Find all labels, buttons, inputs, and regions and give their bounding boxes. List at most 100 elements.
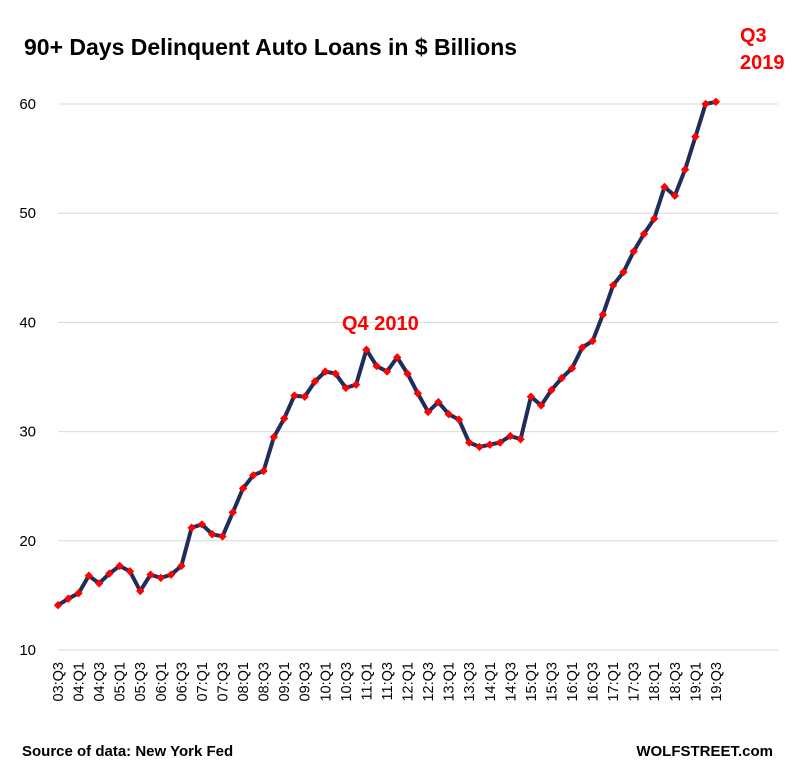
y-tick-label: 40 — [19, 314, 36, 331]
data-point-marker — [711, 97, 721, 107]
data-point-marker — [680, 165, 690, 174]
data-point-marker — [310, 377, 320, 386]
grid — [58, 103, 778, 651]
data-point-marker — [423, 407, 433, 417]
y-tick-label: 60 — [19, 96, 36, 113]
data-point-marker — [382, 367, 392, 376]
chart-title: 90+ Days Delinquent Auto Loans in $ Bill… — [24, 34, 517, 60]
data-point-marker — [279, 414, 289, 423]
data-point-marker — [557, 373, 566, 383]
x-tick-label: 06:Q1 — [154, 662, 170, 702]
x-tick-label: 04:Q1 — [72, 662, 88, 702]
x-tick-label: 06:Q3 — [174, 662, 190, 702]
annotation-q3-label: Q3 — [740, 25, 767, 47]
x-tick-label: 07:Q3 — [215, 662, 231, 702]
x-tick-label: 19:Q3 — [709, 662, 725, 702]
data-point-marker — [218, 532, 227, 541]
data-point-marker — [547, 385, 556, 395]
x-axis-ticks: 03:Q3 04:Q1 04:Q3 05:Q1 05:Q3 06:Q1 06:Q3 07:Q1… — [51, 662, 725, 702]
data-point-marker — [495, 438, 505, 447]
y-tick-label: 50 — [19, 205, 36, 222]
data-point-marker — [393, 353, 402, 362]
x-tick-label: 04:Q3 — [92, 662, 108, 702]
data-point-marker — [629, 247, 638, 256]
data-point-marker — [639, 229, 649, 239]
data-point-marker — [362, 345, 371, 354]
x-tick-label: 07:Q1 — [195, 662, 211, 702]
x-tick-label: 16:Q3 — [586, 662, 602, 702]
x-tick-label: 11:Q3 — [380, 662, 396, 700]
x-tick-label: 15:Q1 — [524, 662, 540, 702]
y-tick-label: 10 — [19, 642, 36, 659]
data-point-marker — [74, 589, 83, 598]
x-tick-label: 19:Q1 — [688, 662, 704, 702]
data-point-marker — [166, 570, 176, 579]
x-tick-label: 12:Q3 — [421, 662, 437, 702]
x-tick-label: 09:Q3 — [298, 662, 314, 702]
annotation-q4-2010: Q4 2010 — [342, 313, 419, 335]
data-point-marker — [465, 438, 474, 447]
data-point-marker — [105, 569, 114, 578]
x-tick-label: 13:Q1 — [442, 662, 458, 702]
data-point-marker — [146, 570, 155, 579]
data-point-marker — [290, 391, 299, 400]
data-point-marker — [701, 99, 710, 109]
data-point-marker — [94, 579, 104, 588]
data-point-marker — [197, 520, 207, 529]
data-point-marker — [125, 567, 135, 576]
x-tick-label: 14:Q1 — [483, 662, 499, 702]
data-point-marker — [351, 380, 361, 389]
data-point-marker — [228, 508, 237, 517]
y-axis-ticks: 10 20 30 40 50 60 — [19, 96, 36, 659]
data-point-marker — [403, 369, 412, 378]
data-point-marker — [536, 401, 546, 410]
data-point-marker — [567, 364, 577, 373]
data-point-marker — [115, 561, 124, 571]
annotation-2019-label: 2019 — [740, 52, 785, 74]
source-note: Source of data: New York Fed — [22, 743, 233, 760]
data-point-marker — [156, 573, 165, 583]
data-point-marker — [300, 392, 309, 401]
data-point-marker — [485, 440, 494, 449]
x-tick-label: 08:Q3 — [257, 662, 273, 702]
data-point-marker — [619, 267, 628, 277]
x-tick-label: 18:Q1 — [647, 662, 663, 702]
data-point-marker — [578, 343, 587, 352]
x-tick-label: 18:Q3 — [668, 662, 684, 702]
x-tick-label: 11:Q1 — [359, 662, 375, 700]
x-tick-label: 10:Q1 — [318, 662, 334, 702]
data-point-marker — [434, 397, 443, 407]
x-tick-label: 12:Q1 — [401, 662, 417, 702]
data-point-marker — [516, 435, 525, 444]
y-tick-label: 20 — [19, 533, 36, 550]
data-point-marker — [670, 191, 679, 200]
series-line — [56, 99, 718, 608]
brand-label: WOLFSTREET.com — [636, 743, 773, 760]
data-point-marker — [84, 571, 94, 580]
x-tick-label: 13:Q3 — [462, 662, 478, 702]
data-point-marker — [454, 415, 464, 424]
data-point-marker — [321, 367, 330, 376]
data-point-marker — [341, 383, 351, 393]
data-point-marker — [259, 466, 268, 476]
data-point-marker — [187, 523, 196, 532]
x-tick-label: 03:Q3 — [51, 662, 67, 702]
x-tick-label: 15:Q3 — [544, 662, 560, 702]
data-point-marker — [136, 586, 145, 596]
data-point-marker — [588, 336, 597, 346]
data-point-marker — [249, 471, 258, 480]
data-point-marker — [269, 432, 279, 442]
data-point-marker — [650, 214, 659, 223]
data-point-marker — [372, 361, 381, 371]
x-tick-label: 05:Q1 — [113, 662, 129, 702]
x-tick-label: 10:Q3 — [339, 662, 355, 702]
data-point-marker — [413, 389, 422, 398]
x-tick-label: 08:Q1 — [236, 662, 252, 702]
series-markers — [53, 97, 721, 610]
x-tick-label: 05:Q3 — [133, 662, 149, 702]
data-point-marker — [238, 484, 248, 493]
data-point-marker — [331, 369, 340, 378]
x-tick-label: 16:Q1 — [565, 662, 581, 702]
data-point-marker — [64, 594, 73, 603]
